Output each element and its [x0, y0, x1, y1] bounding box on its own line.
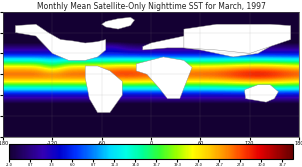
Polygon shape [15, 24, 106, 60]
Polygon shape [184, 24, 291, 53]
Polygon shape [85, 66, 122, 113]
Polygon shape [136, 57, 192, 99]
Polygon shape [143, 26, 270, 57]
Polygon shape [245, 85, 278, 102]
Title: Monthly Mean Satellite-Only Nighttime SST for March, 1997: Monthly Mean Satellite-Only Nighttime SS… [37, 2, 265, 11]
Polygon shape [102, 17, 135, 29]
